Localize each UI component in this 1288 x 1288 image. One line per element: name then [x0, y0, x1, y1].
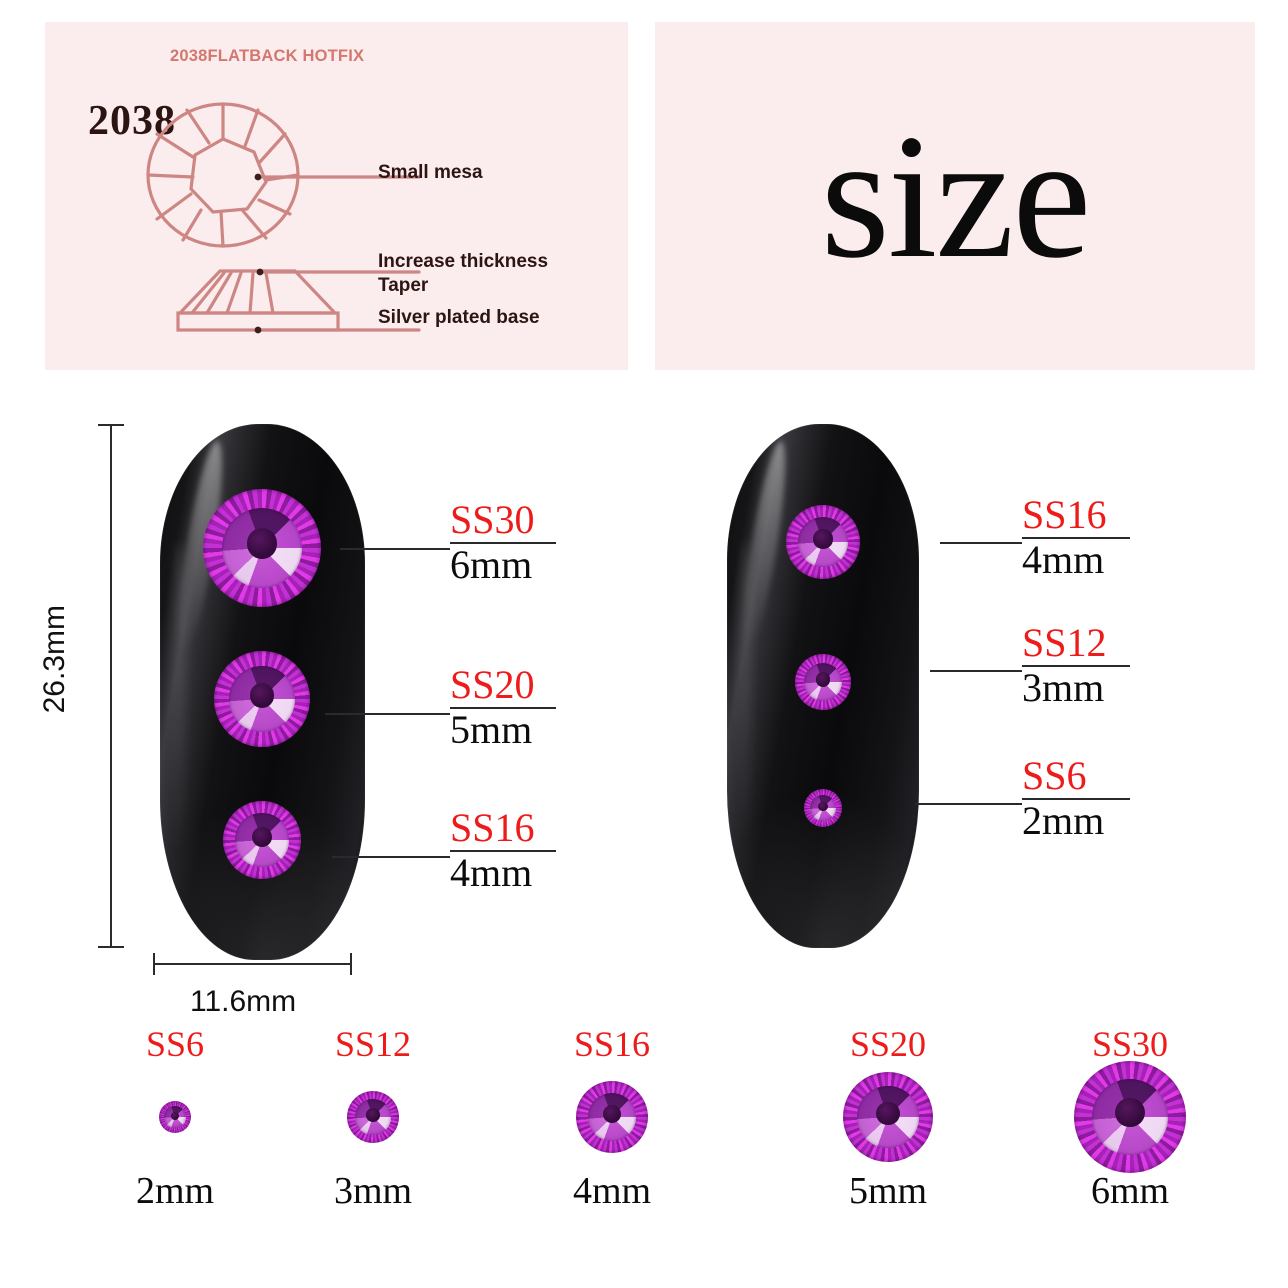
size-chart-item-ss20: SS20 5mm — [803, 1026, 973, 1210]
gem-culet — [815, 672, 831, 688]
callout-left-1: SS30 6mm — [450, 500, 556, 585]
stone-table-polygon — [189, 137, 268, 214]
callout-rule — [1022, 798, 1130, 800]
size-chart-mm-label: 3mm — [333, 1170, 413, 1212]
size-chart-mm-label: 6mm — [1090, 1170, 1170, 1212]
size-chart-gem-slot — [1045, 1061, 1215, 1173]
dot-silver-base — [254, 326, 262, 334]
leader-left-1 — [340, 548, 450, 550]
label-silver-plated-base: Silver plated base — [378, 307, 540, 328]
dim-horizontal-text: 11.6mm — [190, 985, 297, 1018]
flatback-diagram — [146, 102, 421, 334]
leader-right-2 — [930, 670, 1022, 672]
gem-ss16 — [576, 1081, 648, 1153]
callout-mm-label: 3mm — [1022, 665, 1105, 710]
gem-culet — [249, 682, 275, 708]
callout-left-3: SS16 4mm — [450, 808, 556, 893]
size-chart-ss-label: SS12 — [334, 1024, 412, 1064]
gem-culet — [602, 1104, 622, 1124]
gem-ss20 — [843, 1072, 933, 1162]
size-chart-item-ss6: SS6 2mm — [90, 1026, 260, 1210]
size-chart-item-ss12: SS12 3mm — [288, 1026, 458, 1210]
callout-ss-label: SS12 — [1022, 620, 1107, 665]
size-chart-mm-label: 5mm — [848, 1170, 928, 1212]
size-chart-mm-label: 2mm — [135, 1170, 215, 1212]
gem-ss6-on-nail-right — [804, 789, 842, 827]
callout-mm-label: 4mm — [450, 850, 533, 895]
size-chart-ss-label: SS20 — [849, 1024, 927, 1064]
size-heading: size — [820, 97, 1092, 295]
leader-left-2 — [325, 713, 450, 715]
dim-vertical-cap-bottom — [98, 946, 124, 948]
callout-rule — [1022, 537, 1130, 539]
callout-right-1: SS16 4mm — [1022, 495, 1130, 580]
callout-left-2: SS20 5mm — [450, 665, 556, 750]
stone-side-taper — [176, 269, 339, 315]
size-chart-ss-label: SS16 — [573, 1024, 651, 1064]
gem-culet — [366, 1108, 380, 1122]
spec-panel-title: 2038FLATBACK HOTFIX — [170, 47, 365, 65]
label-small-mesa: Small mesa — [378, 162, 483, 183]
callout-ss-label: SS20 — [450, 662, 535, 707]
gem-ss12 — [347, 1091, 399, 1143]
leader-right-1 — [940, 542, 1022, 544]
callout-mm-label: 2mm — [1022, 798, 1105, 843]
callout-ss-label: SS6 — [1022, 753, 1087, 798]
label-increase-thickness: Increase thickness — [378, 251, 549, 272]
dim-horizontal-cap-right — [350, 953, 352, 975]
label-taper: Taper — [378, 275, 429, 296]
gem-ss30-on-nail — [203, 489, 321, 607]
gem-ss20-on-nail — [214, 651, 310, 747]
callout-rule — [450, 542, 556, 544]
callout-rule — [450, 707, 556, 709]
callout-right-3: SS6 2mm — [1022, 756, 1130, 841]
callout-ss-label: SS16 — [1022, 492, 1107, 537]
dot-increase — [256, 268, 264, 276]
gem-culet — [1115, 1097, 1145, 1128]
size-chart-ss-label: SS6 — [145, 1024, 205, 1064]
gem-culet — [813, 529, 833, 549]
callout-mm-label: 6mm — [450, 542, 533, 587]
dim-horizontal-cap-left — [153, 953, 155, 975]
size-chart-item-ss30: SS30 6mm — [1045, 1026, 1215, 1210]
size-chart-gem-slot — [527, 1062, 697, 1172]
dim-vertical-cap-top — [98, 424, 124, 426]
gem-culet — [251, 826, 273, 847]
dim-vertical-text: 26.3mm — [38, 605, 71, 714]
callout-mm-label: 5mm — [450, 707, 533, 752]
gem-ss16-on-nail-right — [786, 505, 860, 579]
callout-rule — [450, 850, 556, 852]
gem-ss30 — [1074, 1061, 1186, 1173]
size-chart-item-ss16: SS16 4mm — [527, 1026, 697, 1210]
gem-culet — [246, 527, 278, 559]
callout-ss-label: SS16 — [450, 805, 535, 850]
gem-ss6 — [159, 1101, 191, 1133]
gem-ss16-on-nail — [223, 801, 301, 879]
size-chart-gem-slot — [90, 1062, 260, 1172]
callout-right-2: SS12 3mm — [1022, 623, 1130, 708]
gem-ss12-on-nail-right — [795, 654, 851, 710]
callout-ss-label: SS30 — [450, 497, 535, 542]
dim-horizontal-line — [153, 963, 352, 965]
gem-culet — [818, 801, 828, 812]
leader-left-3 — [332, 856, 450, 858]
callout-rule — [1022, 665, 1130, 667]
gem-culet — [170, 1111, 180, 1120]
gem-culet — [876, 1101, 900, 1126]
callout-mm-label: 4mm — [1022, 537, 1105, 582]
dot-small-mesa — [254, 173, 262, 181]
size-chart-gem-slot — [803, 1062, 973, 1172]
size-chart-ss-label: SS30 — [1091, 1024, 1169, 1064]
size-chart-mm-label: 4mm — [572, 1170, 652, 1212]
dim-vertical-line — [110, 424, 112, 948]
size-panel — [655, 22, 1255, 370]
size-chart-gem-slot — [288, 1062, 458, 1172]
leader-right-3 — [915, 803, 1022, 805]
